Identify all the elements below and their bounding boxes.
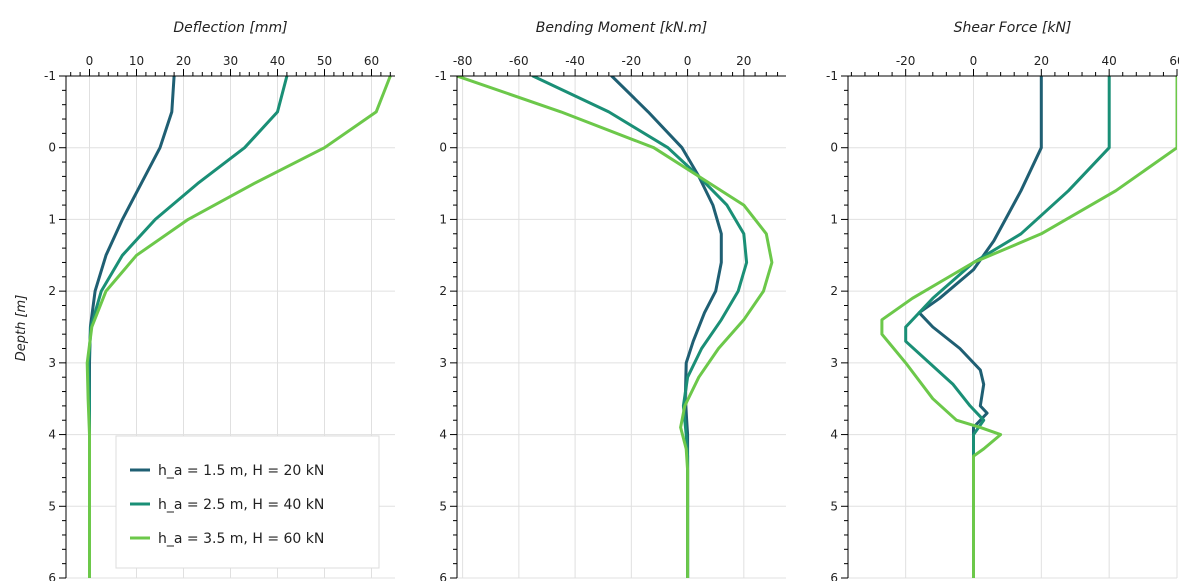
series-line-3 <box>457 76 774 578</box>
y-tick-label: 1 <box>439 212 447 226</box>
y-tick-label: 1 <box>48 212 56 226</box>
x-tick-label: 40 <box>270 54 285 68</box>
panel-title: Bending Moment [kN.m] <box>536 20 707 36</box>
legend-entry-label: h_a = 3.5 m, H = 60 kN <box>158 531 324 547</box>
y-tick-label: 3 <box>439 356 447 370</box>
y-tick-label: 3 <box>830 356 838 370</box>
x-tick-label: 20 <box>736 54 751 68</box>
x-tick-label: 40 <box>1102 54 1117 68</box>
y-axis-label: Depth [m] <box>14 295 29 362</box>
y-tick-label: 5 <box>830 499 838 513</box>
y-tick-label: 4 <box>48 428 56 442</box>
x-tick-label: 20 <box>176 54 191 68</box>
y-tick-label: 5 <box>439 499 447 513</box>
bending-moment-panel: -80 -60 -40 -20 0 20 -1 0 1 2 3 4 5 6 Bending Moment [… <box>435 20 786 581</box>
x-tick-label: 0 <box>970 54 978 68</box>
y-tick-label: 6 <box>48 571 56 581</box>
x-tick-label: 30 <box>223 54 238 68</box>
series-line-2 <box>531 76 749 578</box>
y-tick-label: 0 <box>48 141 56 155</box>
y-tick-label: 1 <box>830 212 838 226</box>
x-tick-label: 60 <box>364 54 379 68</box>
x-tick-label: 50 <box>317 54 332 68</box>
x-tick-label: 10 <box>129 54 144 68</box>
x-tick-label: 20 <box>1034 54 1049 68</box>
y-tick-label: 6 <box>439 571 447 581</box>
y-tick-label: 2 <box>830 284 838 298</box>
legend-entry-label: h_a = 1.5 m, H = 20 kN <box>158 463 324 479</box>
x-tick-label: -60 <box>509 54 529 68</box>
x-tick-label: -20 <box>622 54 642 68</box>
shear-force-panel: -20 0 20 40 60 -1 0 1 2 3 4 5 6 Shear Force [kN] <box>826 20 1179 581</box>
x-tick-label: 0 <box>684 54 692 68</box>
y-tick-label: 3 <box>48 356 56 370</box>
legend-entry-label: h_a = 2.5 m, H = 40 kN <box>158 497 324 513</box>
legend-box <box>115 435 380 569</box>
y-tick-label: 0 <box>439 141 447 155</box>
panel-title: Shear Force [kN] <box>954 20 1072 36</box>
panel-title: Deflection [mm] <box>173 20 287 36</box>
series-line-1 <box>610 76 723 578</box>
series-line-1 <box>917 76 1043 578</box>
y-tick-label: 0 <box>830 141 838 155</box>
y-tick-label: 2 <box>48 284 56 298</box>
x-tick-label: 60 <box>1169 54 1179 68</box>
y-tick-label: -1 <box>435 69 447 83</box>
x-tick-label: -20 <box>896 54 916 68</box>
y-tick-label: 4 <box>830 428 838 442</box>
y-tick-label: 4 <box>439 428 447 442</box>
x-tick-label: -40 <box>565 54 585 68</box>
y-tick-label: 2 <box>439 284 447 298</box>
y-tick-label: 5 <box>48 499 56 513</box>
x-tick-label: -80 <box>453 54 473 68</box>
legend: h_a = 1.5 m, H = 20 kN h_a = 2.5 m, H = 4… <box>115 435 380 569</box>
series-line-3 <box>880 76 1177 578</box>
x-tick-label: 0 <box>86 54 94 68</box>
series-line-3 <box>85 76 392 578</box>
y-tick-label: -1 <box>44 69 56 83</box>
series-line-2 <box>904 76 1111 578</box>
y-tick-label: -1 <box>826 69 838 83</box>
y-tick-label: 6 <box>830 571 838 581</box>
